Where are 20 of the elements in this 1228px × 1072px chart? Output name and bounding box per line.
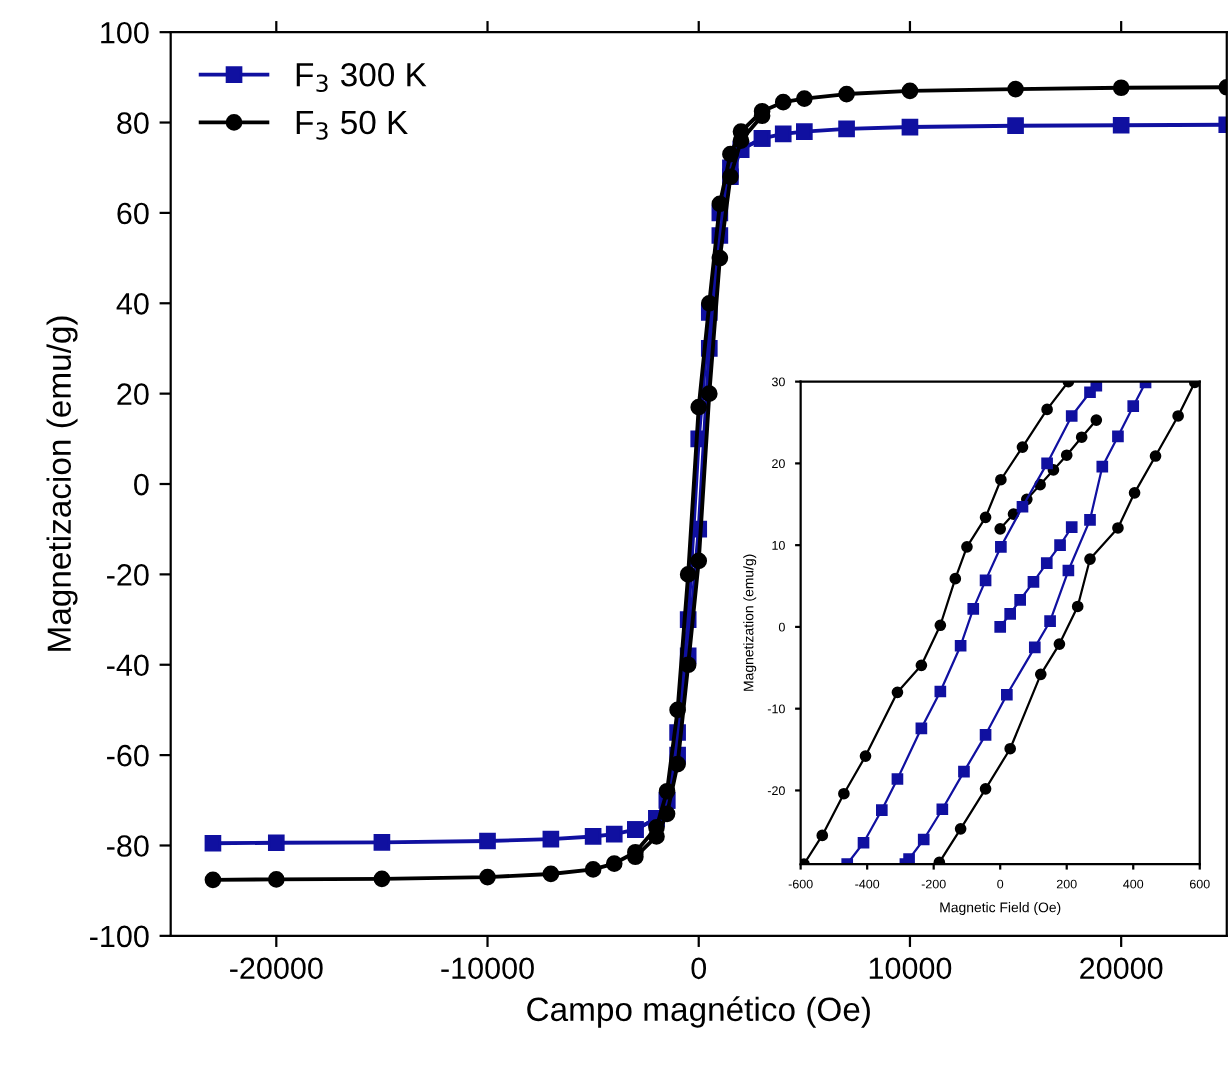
legend-label: F$_{3}$ 300 K bbox=[296, 62, 427, 93]
x-tick-label: -20000 bbox=[230, 957, 323, 980]
y-tick-label: -20 bbox=[107, 564, 149, 586]
x-axis-title: Campo magnético (Oe) bbox=[527, 996, 870, 1028]
x-tick-label: 10000 bbox=[869, 957, 952, 980]
y-tick-label: -80 bbox=[107, 835, 149, 857]
y-tick-label: 100 bbox=[101, 21, 149, 44]
x-tick-label: -10000 bbox=[441, 957, 534, 980]
y-tick-label: 80 bbox=[117, 112, 149, 134]
y-tick-label: -40 bbox=[107, 654, 149, 677]
y-axis-title: Magnetizacion (emu/g) bbox=[46, 316, 78, 651]
y-tick-label: -60 bbox=[107, 744, 149, 767]
y-tick-label: 60 bbox=[117, 202, 149, 225]
x-tick-label: 0 bbox=[691, 957, 707, 980]
y-tick-label: 40 bbox=[116, 293, 149, 315]
y-tick-label: 0 bbox=[134, 473, 149, 496]
y-tick-label: -100 bbox=[90, 925, 149, 948]
legend-label: F$_{3}$ 50 K bbox=[296, 110, 408, 140]
x-tick-label: 20000 bbox=[1080, 957, 1163, 980]
y-tick-label: 20 bbox=[117, 383, 149, 406]
